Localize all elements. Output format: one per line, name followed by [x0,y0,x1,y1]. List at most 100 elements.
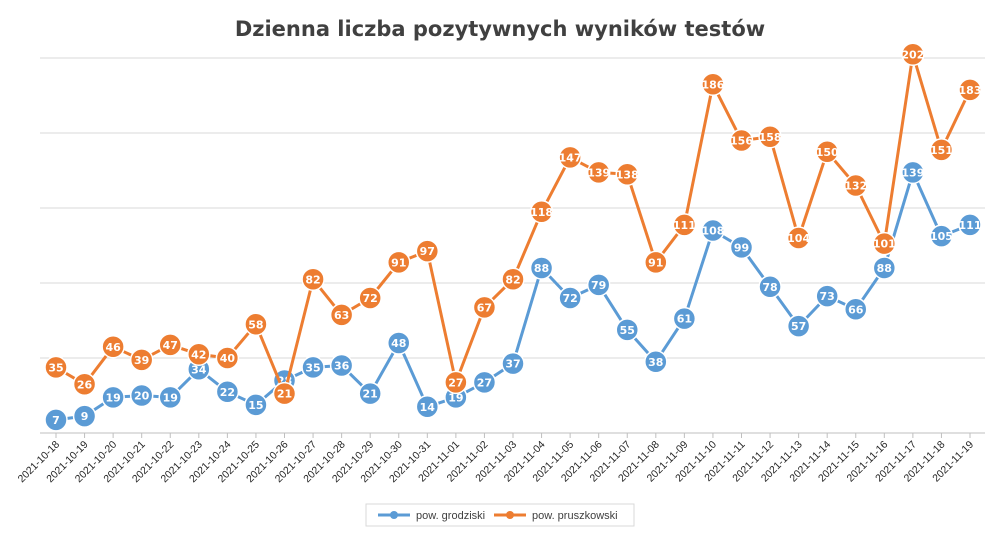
data-point [615,162,639,186]
data-point [158,333,182,357]
data-point [358,286,382,310]
data-point [644,350,668,374]
data-point [329,303,354,327]
data-label: 111 [673,219,696,232]
data-label: 72 [363,292,378,305]
data-label: 19 [163,391,178,404]
data-label: 9 [81,410,89,423]
data-point [358,381,382,406]
data-label: 22 [220,386,235,399]
data-label: 46 [105,341,121,354]
data-label: 42 [191,348,206,361]
data-label: 99 [734,241,749,254]
data-point [701,72,725,96]
data-point [215,380,240,404]
data-point [615,318,639,342]
data-point [72,404,97,428]
data-point [215,346,240,370]
data-point [958,78,982,102]
data-label: 104 [787,232,810,245]
data-point [672,306,697,331]
data-label: 118 [530,206,553,219]
data-point [501,351,525,376]
data-label: 35 [48,361,63,374]
data-label: 138 [616,168,639,181]
data-label: 40 [220,352,236,365]
data-label: 82 [505,273,520,286]
data-label: 58 [248,318,263,331]
data-point [529,256,554,280]
data-label: 73 [820,290,835,303]
data-label: 36 [334,360,350,373]
data-label: 19 [448,391,463,404]
data-label: 15 [248,399,263,412]
data-label: 21 [363,388,378,401]
data-point [701,218,725,243]
data-point [44,355,68,380]
data-point [101,335,125,359]
data-point [901,42,925,66]
data-point [815,284,839,308]
data-point [444,370,468,395]
data-point [387,250,411,275]
data-label: 147 [559,151,582,164]
data-label: 183 [959,84,982,97]
legend-marker [390,511,398,519]
chart-title: Dzienna liczba pozytywnych wyników testó… [235,17,765,41]
data-label: 139 [901,166,924,179]
data-point [872,231,897,256]
data-point [729,128,754,153]
data-label: 108 [701,225,724,238]
legend-marker [506,511,514,519]
data-point [187,342,211,366]
data-point [501,267,525,291]
data-point [786,314,811,338]
data-point [872,256,897,280]
data-label: 35 [305,361,320,374]
data-label: 101 [873,238,896,251]
data-label: 139 [587,166,610,179]
data-label: 111 [959,219,982,232]
data-label: 97 [420,245,435,258]
data-label: 7 [52,414,60,427]
data-point [901,160,925,185]
data-label: 21 [277,388,292,401]
data-point [472,370,497,395]
data-point [958,213,982,237]
data-label: 67 [477,301,492,314]
legend-label: pow. pruszkowski [532,510,618,522]
data-label: 79 [591,279,606,292]
data-label: 150 [816,146,839,159]
data-point [558,286,582,310]
data-label: 34 [191,363,207,376]
data-label: 27 [477,376,492,389]
data-label: 61 [677,313,692,326]
data-point [644,250,668,275]
data-label: 132 [844,180,867,193]
data-label: 63 [334,309,349,322]
data-label: 91 [391,256,406,269]
data-label: 105 [930,230,953,243]
data-label: 57 [791,320,806,333]
data-label: 27 [448,376,463,389]
data-label: 47 [163,339,178,352]
legend: pow. grodziski pow. pruszkowski [365,503,635,527]
series-2: 35 26 46 39 47 42 40 58 21 82 63 72 91 97 27 67 82 118 147… [44,42,982,406]
series-line [54,52,972,396]
data-label: 91 [648,256,663,269]
data-point [586,273,611,297]
data-point [815,140,839,164]
data-point [415,239,440,263]
data-label: 88 [877,262,892,275]
data-point [272,381,297,406]
data-point [558,145,582,170]
data-point [301,267,325,291]
data-label: 156 [730,135,753,148]
data-point [329,353,354,378]
x-axis-ticks: 2021-10-182021-10-192021-10-202021-10-21… [16,433,976,485]
data-label: 19 [105,391,120,404]
data-label: 88 [534,262,549,275]
